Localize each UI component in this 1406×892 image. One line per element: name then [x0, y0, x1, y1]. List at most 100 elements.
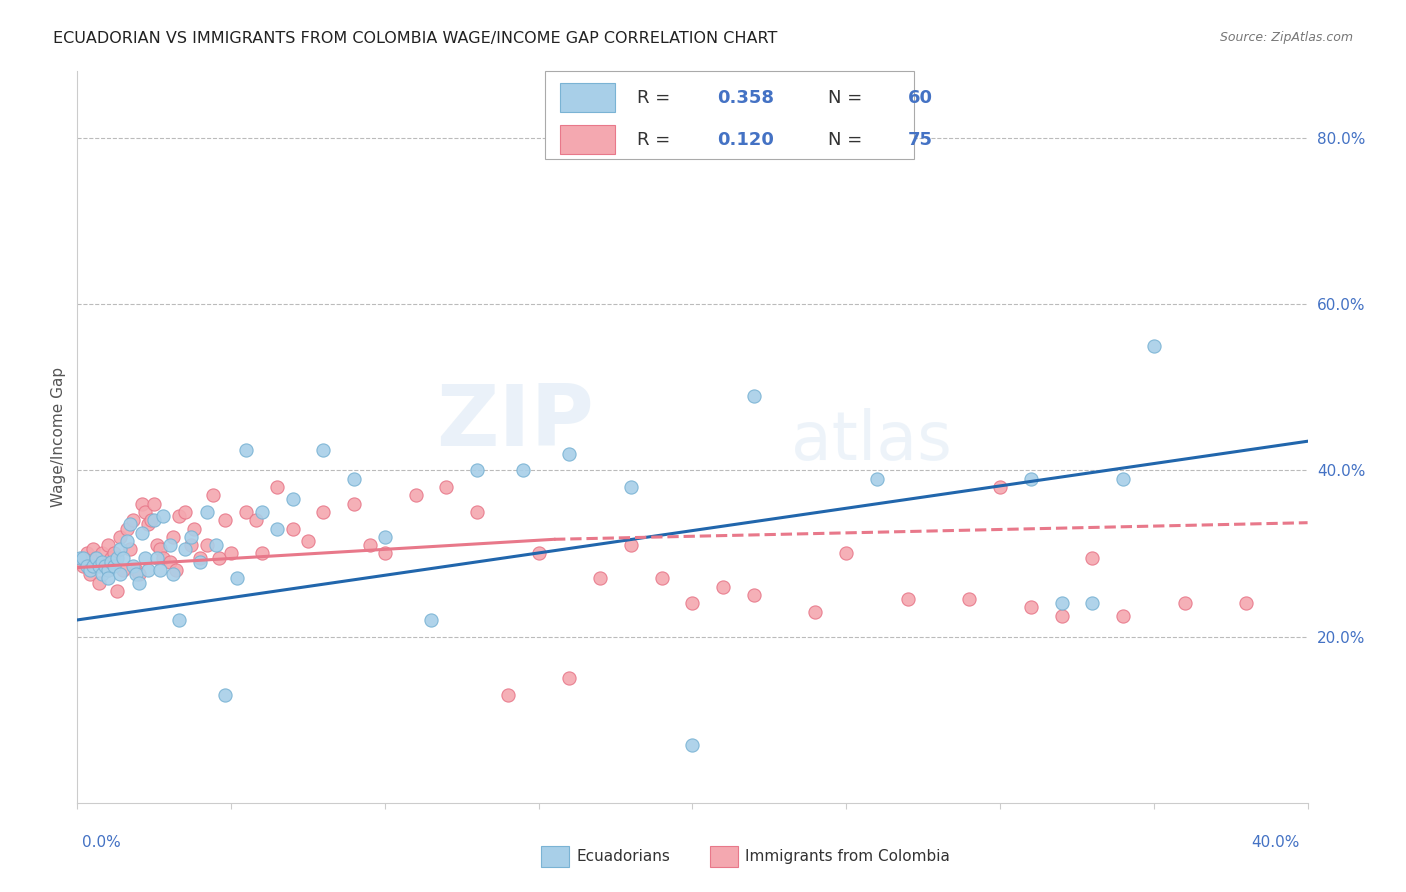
Point: [165, 563, 187, 577]
Point: [312, 442, 335, 457]
Point: [374, 530, 396, 544]
Bar: [560, 125, 614, 154]
Point: [115, 533, 138, 548]
Point: [146, 538, 169, 552]
Point: [69, 555, 91, 569]
Point: [1112, 472, 1135, 486]
Point: [167, 509, 190, 524]
Y-axis label: Wage/Income Gap: Wage/Income Gap: [51, 367, 66, 508]
Point: [420, 613, 443, 627]
Point: [141, 513, 163, 527]
Point: [118, 517, 141, 532]
Text: R =: R =: [637, 88, 676, 107]
Point: [97, 538, 120, 552]
Point: [1050, 608, 1073, 623]
Point: [125, 563, 148, 577]
Point: [195, 538, 218, 552]
Point: [620, 538, 643, 552]
Point: [250, 546, 273, 560]
Point: [152, 550, 174, 565]
Point: [343, 472, 366, 486]
Point: [90, 555, 114, 569]
Point: [87, 558, 110, 573]
Point: [183, 521, 205, 535]
Point: [682, 596, 704, 610]
Point: [957, 592, 980, 607]
Point: [82, 542, 104, 557]
Text: 60: 60: [908, 88, 932, 107]
Bar: [546, 71, 914, 159]
Point: [84, 550, 107, 565]
Point: [97, 563, 120, 577]
Point: [1234, 596, 1257, 610]
Text: Immigrants from Colombia: Immigrants from Colombia: [745, 849, 950, 863]
Point: [105, 583, 128, 598]
Bar: [560, 83, 614, 112]
Point: [131, 525, 153, 540]
Text: Ecuadorians: Ecuadorians: [576, 849, 671, 863]
Point: [79, 563, 101, 577]
Point: [180, 530, 202, 544]
Point: [343, 497, 366, 511]
Point: [90, 567, 114, 582]
Point: [97, 571, 120, 585]
Text: N =: N =: [828, 131, 868, 149]
Point: [87, 575, 110, 590]
Point: [496, 688, 519, 702]
Point: [682, 738, 704, 752]
Point: [897, 592, 920, 607]
Point: [159, 538, 181, 552]
Point: [188, 555, 212, 569]
Point: [245, 513, 267, 527]
Point: [281, 492, 304, 507]
Point: [204, 538, 226, 552]
Point: [72, 558, 94, 573]
Point: [405, 488, 427, 502]
Point: [219, 546, 242, 560]
Point: [281, 521, 304, 535]
Point: [804, 605, 827, 619]
Point: [436, 480, 458, 494]
Point: [143, 497, 166, 511]
Point: [711, 580, 734, 594]
Point: [152, 509, 174, 524]
Point: [195, 505, 218, 519]
Point: [465, 505, 488, 519]
Point: [988, 480, 1011, 494]
Point: [208, 550, 231, 565]
Point: [115, 521, 138, 535]
Point: [110, 530, 132, 544]
Point: [558, 671, 581, 685]
Point: [112, 550, 135, 565]
Point: [1019, 472, 1042, 486]
Text: 0.120: 0.120: [717, 131, 773, 149]
Point: [149, 542, 172, 557]
Point: [1050, 596, 1073, 610]
Text: atlas: atlas: [792, 408, 952, 474]
Point: [651, 571, 673, 585]
Point: [1081, 596, 1104, 610]
Point: [226, 571, 249, 585]
Point: [103, 546, 125, 560]
Point: [214, 513, 236, 527]
Point: [84, 550, 107, 565]
Point: [128, 567, 150, 582]
Point: [136, 563, 159, 577]
Point: [1174, 596, 1197, 610]
Text: R =: R =: [637, 131, 676, 149]
Point: [100, 550, 122, 565]
Point: [131, 497, 153, 511]
Point: [76, 558, 98, 573]
Point: [266, 521, 288, 535]
Point: [174, 542, 197, 557]
Point: [125, 567, 148, 582]
Point: [558, 447, 581, 461]
Point: [866, 472, 889, 486]
Point: [162, 530, 184, 544]
Point: [112, 563, 135, 577]
Point: [128, 575, 150, 590]
Point: [134, 505, 156, 519]
Point: [136, 517, 159, 532]
Point: [121, 558, 143, 573]
Text: 40.0%: 40.0%: [1251, 836, 1299, 850]
